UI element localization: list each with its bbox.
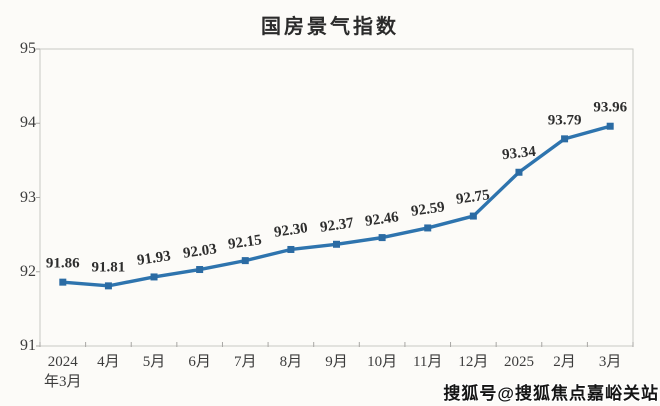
y-axis-tick-label: 91 [20, 337, 36, 354]
x-axis-tick-label: 7月 [234, 354, 257, 370]
x-axis-tick-label: 2月 [553, 354, 576, 370]
data-point-marker [241, 257, 249, 265]
data-point-marker [606, 122, 614, 130]
watermark: 搜狐号@搜狐焦点嘉峪关站 [443, 384, 659, 403]
data-point-marker [59, 278, 67, 286]
data-point-marker [287, 245, 295, 253]
data-point-label: 93.96 [593, 99, 628, 116]
data-point-label: 91.81 [91, 259, 126, 276]
data-point-marker [333, 240, 340, 248]
data-point-marker [561, 135, 569, 143]
y-axis-tick-label: 92 [20, 262, 36, 280]
x-axis-tick-label: 2025 [503, 354, 534, 370]
x-axis-tick-label: 9月 [325, 354, 348, 370]
x-axis-tick-label: 4月 [97, 354, 120, 370]
data-point-marker [104, 282, 112, 290]
x-axis-tick-label: 5月 [142, 354, 166, 370]
data-point-marker [196, 266, 204, 274]
data-point-marker [515, 168, 523, 176]
data-point-label: 91.86 [45, 255, 80, 272]
y-axis-tick-label: 94 [20, 114, 36, 132]
y-axis-tick-label: 95 [20, 40, 36, 57]
x-axis-tick-label: 2024 年3月 [44, 354, 82, 390]
y-axis-tick-label: 93 [20, 188, 36, 206]
x-axis-tick-label: 12月 [458, 354, 489, 370]
data-point-label: 93.79 [547, 112, 582, 129]
chart-title: 国房景气指数 [261, 16, 399, 38]
x-axis-tick-label: 6月 [188, 354, 211, 370]
x-axis-tick-label: 8月 [279, 354, 303, 370]
data-point-marker [150, 273, 158, 281]
data-point-marker [469, 212, 477, 220]
x-axis-tick-label: 10月 [367, 354, 398, 370]
data-point-marker [424, 224, 432, 232]
data-point-marker [378, 234, 386, 242]
x-axis-tick-label: 11月 [412, 354, 443, 370]
x-axis-tick-label: 3月 [598, 354, 622, 370]
plot-border [39, 48, 634, 347]
